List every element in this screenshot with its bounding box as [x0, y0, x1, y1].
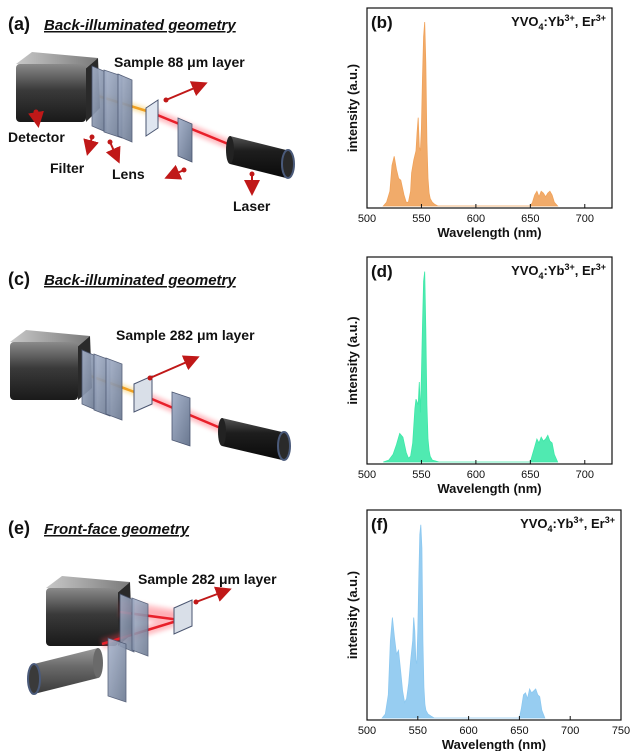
x-axis-label-d: Wavelength (nm)	[437, 481, 541, 496]
y-axis-label-d: intensity (a.u.)	[345, 316, 360, 404]
plot-frame-d	[367, 257, 612, 464]
laser-label: Laser	[233, 198, 271, 214]
focusing-lens	[108, 638, 126, 702]
x-tick-label-b-650: 650	[521, 213, 539, 225]
panel-c-letter: (c)	[8, 269, 30, 289]
laser-source	[28, 648, 103, 694]
x-tick-label-d-600: 600	[467, 469, 485, 481]
panel-c-schematic: (c) Back-illuminated geometry	[8, 269, 290, 460]
panel-f-letter: (f)	[371, 515, 388, 534]
sample-label: Sample 88 μm layer	[114, 54, 245, 70]
panel-b-letter: (b)	[371, 13, 393, 32]
y-axis-label-b: intensity (a.u.)	[345, 64, 360, 152]
plot-frame-b	[367, 8, 612, 208]
spectrum-area-b	[383, 22, 557, 206]
focusing-lens	[172, 392, 190, 446]
x-tick-label-b-600: 600	[467, 213, 485, 225]
sample-emission-arrow	[196, 590, 228, 602]
x-tick-label-d-700: 700	[576, 469, 594, 481]
panel-a-title: Back-illuminated geometry	[44, 17, 236, 34]
sample-label: Sample 282 μm layer	[138, 571, 277, 587]
x-tick-label-f-550: 550	[409, 725, 427, 737]
x-tick-label-d-550: 550	[412, 469, 430, 481]
x-axis-label-b: Wavelength (nm)	[437, 225, 541, 240]
panel-c-title: Back-illuminated geometry	[44, 272, 236, 289]
detector-label: Detector	[8, 129, 65, 145]
sample-slide	[146, 100, 158, 136]
material-label-d: YVO4:Yb3+, Er3+	[511, 262, 606, 281]
panel-a-letter: (a)	[8, 14, 30, 34]
x-axis-label-f: Wavelength (nm)	[442, 737, 546, 751]
detector-camera	[10, 330, 92, 400]
sample-label: Sample 282 μm layer	[116, 327, 255, 343]
sample-slide	[134, 376, 152, 412]
chart-b: 500 550 600 650 700 Wavelength (nm) intensity …	[345, 8, 612, 240]
x-tick-label-f-500: 500	[358, 725, 376, 737]
laser-source	[218, 418, 290, 460]
x-tick-label-f-600: 600	[459, 725, 477, 737]
plot-frame-f	[367, 510, 621, 720]
laser-source	[226, 136, 294, 178]
x-tick-label-b-500: 500	[358, 213, 376, 225]
x-tick-label-f-700: 700	[561, 725, 579, 737]
x-tick-label-b-700: 700	[576, 213, 594, 225]
sample-emission-arrow	[166, 84, 204, 100]
chart-f: 500 550 600 650 700 750 Wavelength (nm) intensi…	[345, 510, 630, 751]
spectrum-area-d	[383, 272, 557, 462]
x-tick-label-d-650: 650	[521, 469, 539, 481]
y-axis-label-f: intensity (a.u.)	[345, 571, 360, 659]
detector-camera	[16, 52, 100, 122]
filter-label: Filter	[50, 160, 85, 176]
lens-pointer-arrow	[110, 142, 118, 160]
panel-e-letter: (e)	[8, 518, 30, 538]
lens-label: Lens	[112, 166, 145, 182]
laser-beam	[150, 112, 238, 148]
filter-plates	[82, 350, 122, 420]
material-label-b: YVO4:Yb3+, Er3+	[511, 13, 606, 32]
panel-a-schematic: (a) Back-illuminated geometry	[8, 14, 294, 214]
filter-plates	[92, 66, 132, 142]
x-tick-label-f-750: 750	[612, 725, 630, 737]
x-tick-label-b-550: 550	[412, 213, 430, 225]
panel-e-title: Front-face geometry	[44, 521, 190, 538]
sample-emission-arrow	[150, 358, 196, 378]
sample-slide	[174, 600, 192, 634]
panel-e-schematic: (e) Front-face geometry	[8, 518, 277, 702]
focusing-lens	[178, 118, 192, 162]
x-tick-label-f-650: 650	[510, 725, 528, 737]
spectrum-area-f	[382, 525, 545, 718]
panel-d-letter: (d)	[371, 262, 393, 281]
x-tick-label-d-500: 500	[358, 469, 376, 481]
lens2-pointer-arrow	[168, 170, 184, 177]
material-label-f: YVO4:Yb3+, Er3+	[520, 515, 615, 534]
chart-d: 500 550 600 650 700 Wavelength (nm) intensity …	[345, 257, 612, 496]
